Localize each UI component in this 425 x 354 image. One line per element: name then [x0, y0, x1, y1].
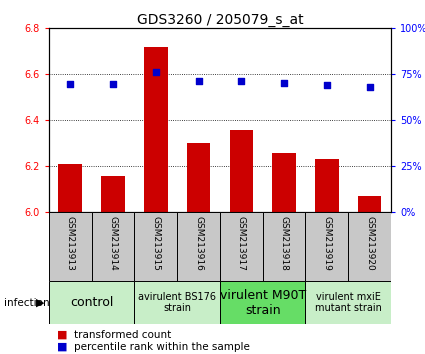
Text: GSM213917: GSM213917 [237, 216, 246, 271]
Text: GSM213918: GSM213918 [280, 216, 289, 271]
FancyBboxPatch shape [306, 281, 391, 324]
Text: avirulent BS176
strain: avirulent BS176 strain [138, 292, 216, 314]
Text: infection: infection [4, 298, 50, 308]
Point [323, 82, 330, 88]
FancyBboxPatch shape [220, 281, 306, 324]
Text: ■: ■ [57, 342, 68, 352]
FancyBboxPatch shape [263, 212, 306, 281]
Bar [358, 196, 381, 212]
Bar [230, 130, 253, 212]
Point [153, 70, 159, 75]
Text: GSM213919: GSM213919 [322, 216, 332, 271]
FancyBboxPatch shape [306, 212, 348, 281]
Text: virulent mxiE
mutant strain: virulent mxiE mutant strain [315, 292, 382, 314]
FancyBboxPatch shape [177, 212, 220, 281]
FancyBboxPatch shape [220, 212, 263, 281]
Text: GSM213920: GSM213920 [365, 216, 374, 270]
Point [238, 78, 245, 84]
FancyBboxPatch shape [49, 212, 92, 281]
Text: GSM213915: GSM213915 [151, 216, 160, 271]
Point [366, 84, 373, 90]
Point [110, 82, 116, 87]
Title: GDS3260 / 205079_s_at: GDS3260 / 205079_s_at [136, 13, 303, 27]
Text: control: control [70, 296, 113, 309]
Text: GSM213913: GSM213913 [66, 216, 75, 271]
Bar [59, 164, 82, 212]
Point [67, 81, 74, 86]
Bar [187, 143, 210, 212]
Text: percentile rank within the sample: percentile rank within the sample [74, 342, 250, 352]
Bar [272, 153, 296, 212]
FancyBboxPatch shape [49, 281, 134, 324]
Point [195, 78, 202, 84]
Text: GSM213914: GSM213914 [108, 216, 118, 270]
FancyBboxPatch shape [92, 212, 134, 281]
Text: virulent M90T
strain: virulent M90T strain [220, 289, 306, 317]
FancyBboxPatch shape [348, 212, 391, 281]
Text: ▶: ▶ [36, 298, 45, 308]
Bar [144, 47, 167, 212]
Point [280, 80, 287, 85]
Text: transformed count: transformed count [74, 330, 172, 339]
Bar [315, 159, 339, 212]
Text: GSM213916: GSM213916 [194, 216, 203, 271]
Bar [101, 176, 125, 212]
Text: ■: ■ [57, 330, 68, 339]
FancyBboxPatch shape [134, 212, 177, 281]
FancyBboxPatch shape [134, 281, 220, 324]
